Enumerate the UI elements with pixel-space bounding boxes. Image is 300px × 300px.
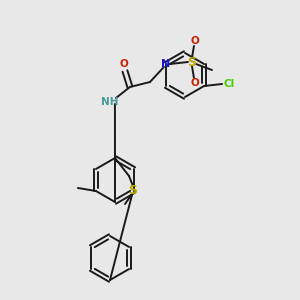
Text: O: O (120, 59, 128, 69)
Text: NH: NH (101, 97, 119, 107)
Text: O: O (190, 36, 199, 46)
Text: O: O (190, 78, 199, 88)
Text: S: S (188, 56, 196, 68)
Text: S: S (128, 184, 137, 196)
Text: Cl: Cl (223, 79, 234, 89)
Text: N: N (161, 59, 171, 69)
